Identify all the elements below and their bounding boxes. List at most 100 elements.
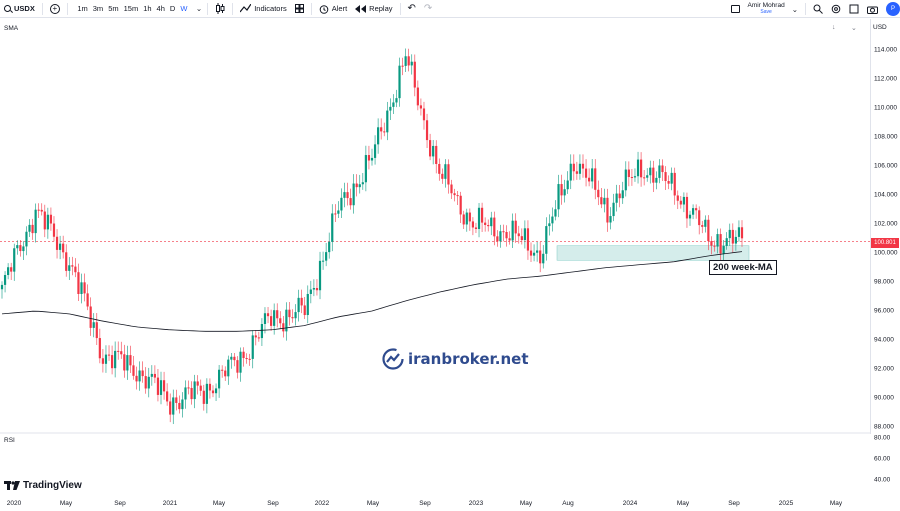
- candle: [505, 231, 508, 239]
- price-scale[interactable]: [870, 19, 900, 434]
- candle: [557, 184, 560, 210]
- user-menu[interactable]: Amir Mohrad Save: [744, 2, 787, 16]
- candle: [187, 387, 190, 389]
- undo-button[interactable]: ↶: [404, 0, 420, 18]
- support-zone: [556, 245, 750, 261]
- time-axis-tick: Aug: [562, 500, 574, 507]
- candle: [37, 209, 40, 211]
- candle: [539, 250, 542, 264]
- candle: [398, 65, 401, 99]
- candle: [450, 184, 453, 194]
- timeframe-3m[interactable]: 3m: [92, 4, 104, 13]
- candle: [233, 356, 236, 361]
- quick-search-button[interactable]: [809, 0, 827, 18]
- candles-icon: [216, 3, 225, 14]
- candle: [129, 355, 132, 366]
- candle: [517, 233, 520, 237]
- candle: [707, 219, 710, 242]
- candle: [679, 200, 682, 205]
- candle: [205, 383, 208, 404]
- candle: [606, 197, 609, 223]
- candle: [370, 157, 374, 161]
- timeframe-1m[interactable]: 1m: [77, 4, 88, 13]
- candle: [199, 385, 202, 391]
- settings-button[interactable]: [827, 0, 845, 18]
- candle: [254, 335, 257, 338]
- candle: [670, 172, 673, 184]
- layout-button[interactable]: [291, 0, 308, 18]
- candle: [266, 313, 270, 317]
- replay-label: Replay: [369, 4, 393, 13]
- candle: [453, 193, 456, 196]
- time-axis[interactable]: 2020 May Sep 2021 May Sep 2022 May Sep 2023 May Aug…: [0, 499, 870, 511]
- candle: [661, 165, 664, 173]
- layout-menu[interactable]: [727, 0, 744, 18]
- timeframe-dropdown[interactable]: ⌄: [195, 4, 203, 13]
- fullscreen-button[interactable]: [845, 0, 863, 18]
- timeframe-4h[interactable]: 4h: [156, 4, 165, 13]
- price-axis-tick: 98.000: [874, 278, 894, 286]
- timeframe-W[interactable]: W: [180, 4, 188, 13]
- scale-dropdown[interactable]: ⌄: [851, 25, 857, 32]
- candle: [178, 402, 181, 410]
- ma-annotation[interactable]: 200 week-MA: [709, 260, 777, 275]
- candle: [358, 184, 361, 188]
- candle: [190, 387, 193, 400]
- search-icon: [813, 4, 823, 14]
- candle: [257, 337, 260, 339]
- last-price-tag: 100.801: [871, 238, 899, 248]
- redo-button[interactable]: ↷: [420, 0, 436, 18]
- save-status: Save: [760, 9, 772, 15]
- candle: [658, 165, 661, 178]
- candle: [459, 195, 462, 215]
- replay-button[interactable]: Replay: [351, 0, 396, 18]
- timeframe-D[interactable]: D: [169, 4, 176, 13]
- candle: [563, 189, 566, 196]
- candle: [695, 208, 698, 211]
- snapshot-button[interactable]: [863, 0, 882, 18]
- candle: [318, 260, 322, 291]
- candle: [395, 98, 398, 103]
- timeframe-1h[interactable]: 1h: [143, 4, 152, 13]
- candle: [68, 265, 71, 271]
- candle: [52, 223, 56, 237]
- candle: [65, 252, 68, 271]
- compare-button[interactable]: +: [46, 0, 64, 18]
- candle: [364, 155, 367, 183]
- indicators-button[interactable]: Indicators: [236, 0, 291, 18]
- search-icon: [4, 5, 11, 12]
- candle: [731, 229, 734, 244]
- candle: [404, 56, 407, 66]
- candle: [392, 102, 395, 107]
- candle: [713, 245, 716, 247]
- candle: [74, 266, 77, 273]
- candle: [428, 140, 432, 157]
- timeframe-15m[interactable]: 15m: [123, 4, 139, 13]
- rsi-label[interactable]: RSI: [4, 437, 15, 444]
- candle: [367, 155, 371, 161]
- candle: [401, 65, 404, 67]
- candle: [16, 245, 19, 249]
- candle: [529, 250, 533, 256]
- currency-label[interactable]: USD: [873, 24, 887, 31]
- candle: [685, 196, 689, 219]
- price-chart[interactable]: [0, 19, 870, 434]
- candle: [230, 356, 233, 360]
- timeframe-5m[interactable]: 5m: [108, 4, 119, 13]
- scale-down-arrow[interactable]: ↓: [832, 24, 836, 31]
- candle: [698, 210, 701, 226]
- candle: [523, 228, 526, 241]
- candle: [92, 322, 95, 328]
- candle: [101, 358, 105, 364]
- alert-button[interactable]: Alert: [315, 0, 351, 18]
- avatar[interactable]: P: [886, 2, 900, 16]
- symbol-search[interactable]: USDX: [0, 0, 39, 18]
- chart-type-button[interactable]: [211, 0, 229, 18]
- user-dropdown[interactable]: ⌄: [791, 4, 798, 14]
- candle: [0, 284, 4, 290]
- tradingview-logo[interactable]: TradingView: [4, 480, 82, 491]
- candle: [508, 238, 511, 241]
- indicator-label[interactable]: SMA: [4, 25, 19, 32]
- candle: [175, 397, 178, 403]
- candle: [386, 110, 389, 133]
